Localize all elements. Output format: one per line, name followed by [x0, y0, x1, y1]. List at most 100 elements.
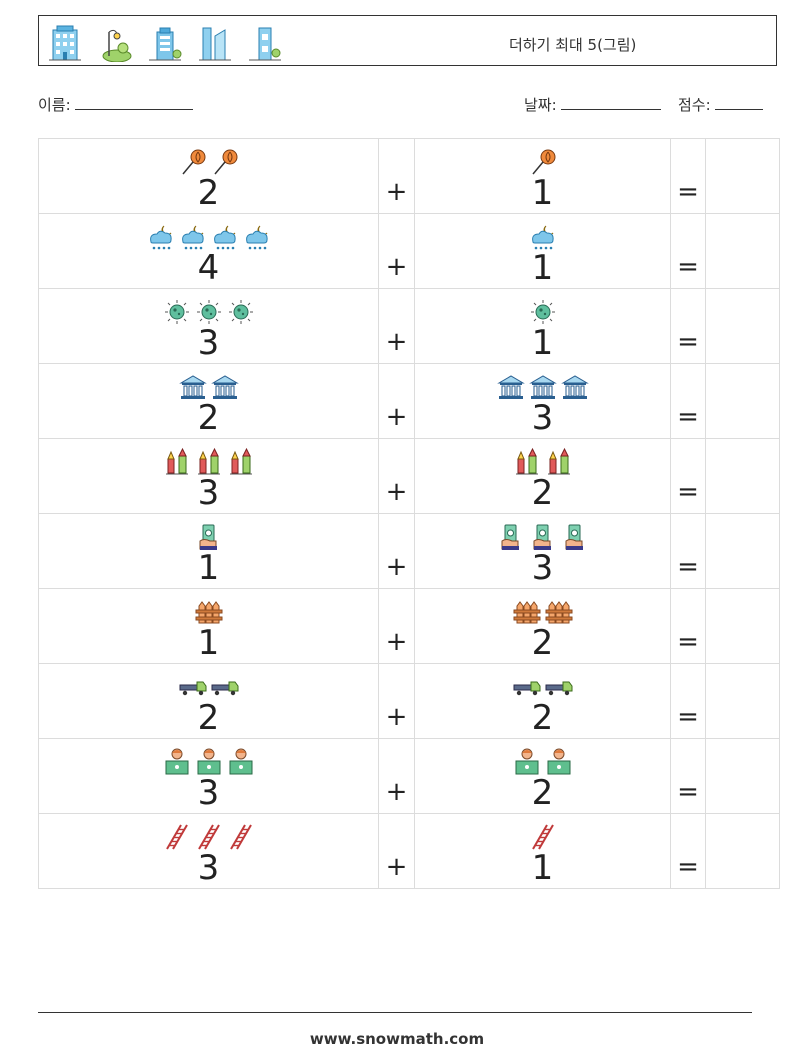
answer-cell[interactable] [705, 438, 780, 514]
truck-icon [179, 681, 206, 696]
addend-b-picture-group [415, 822, 670, 852]
answer-cell[interactable] [705, 588, 780, 664]
problem-row: 1 +2 = [38, 588, 780, 664]
name-field: 이름: [38, 94, 193, 115]
night-rain-cloud-icon [531, 225, 554, 250]
addend-a-number: 3 [197, 473, 220, 513]
answer-cell[interactable] [705, 138, 780, 214]
footer-divider [38, 1012, 752, 1013]
night-rain-cloud-icon [149, 225, 172, 250]
score-blank[interactable] [714, 95, 763, 110]
problem-row: 4 +1 = [38, 213, 780, 289]
plus-cell: + [378, 588, 415, 664]
name-blank[interactable] [74, 95, 193, 110]
equals-sign: = [677, 552, 699, 582]
plus-cell: + [378, 438, 415, 514]
addend-b-cell: 2 [414, 588, 671, 664]
addend-a-number: 3 [197, 848, 220, 888]
plus-cell: + [378, 213, 415, 289]
addend-b-number: 2 [531, 698, 554, 738]
addend-a-number: 1 [197, 623, 220, 663]
bank-icon [528, 375, 557, 399]
answer-cell[interactable] [705, 363, 780, 439]
addend-b-number: 3 [531, 398, 554, 438]
addend-b-number: 1 [531, 173, 554, 213]
addend-a-cell: 1 [38, 588, 379, 664]
addend-a-number: 3 [197, 323, 220, 363]
addend-b-cell: 2 [414, 663, 671, 739]
answer-cell[interactable] [705, 513, 780, 589]
addend-a-picture-group [39, 522, 378, 552]
addend-a-cell: 3 [38, 438, 379, 514]
equals-cell: = [670, 138, 706, 214]
addend-a-picture-group [39, 297, 378, 327]
equals-cell: = [670, 513, 706, 589]
addend-a-picture-group [39, 747, 378, 777]
answer-cell[interactable] [705, 663, 780, 739]
addend-b-picture-group [415, 222, 670, 252]
score-field: 점수: [678, 94, 763, 115]
equals-cell: = [670, 363, 706, 439]
plus-sign: + [385, 252, 408, 282]
virus-icon [530, 300, 555, 324]
date-blank[interactable] [560, 95, 661, 110]
city-building-icon [149, 27, 182, 61]
equals-sign: = [677, 252, 699, 282]
plus-sign: + [385, 327, 408, 357]
night-rain-cloud-icon [181, 225, 204, 250]
addend-a-cell: 4 [38, 213, 379, 289]
addend-a-picture-group [39, 447, 378, 477]
plus-sign: + [385, 402, 408, 432]
virus-icon [164, 300, 189, 324]
addend-a-cell: 3 [38, 813, 379, 889]
answer-cell[interactable] [705, 738, 780, 814]
laptop-user-icon [229, 748, 252, 775]
skyscrapers-icon [199, 27, 231, 61]
tower-tree-icon [249, 27, 281, 61]
equals-cell: = [670, 588, 706, 664]
addend-b-number: 3 [531, 548, 554, 588]
plus-cell: + [378, 138, 415, 214]
addend-a-number: 1 [197, 548, 220, 588]
answer-cell[interactable] [705, 288, 780, 364]
addend-b-picture-group [415, 522, 670, 552]
plus-sign: + [385, 852, 408, 882]
addend-b-number: 1 [531, 848, 554, 888]
worksheet-header: 더하기 최대 5(그림) [38, 15, 777, 66]
answer-cell[interactable] [705, 813, 780, 889]
equals-sign: = [677, 777, 699, 807]
equals-sign: = [677, 627, 699, 657]
night-rain-cloud-icon [245, 225, 268, 250]
header-icons [47, 22, 283, 62]
lollipop-icon [531, 149, 555, 175]
bank-icon [560, 375, 589, 399]
equals-cell: = [670, 438, 706, 514]
virus-icon [196, 300, 221, 324]
equals-sign: = [677, 702, 699, 732]
truck-icon [513, 681, 540, 696]
equals-sign: = [677, 852, 699, 882]
addend-b-cell: 2 [414, 738, 671, 814]
fence-icon [195, 601, 222, 624]
addend-a-number: 2 [197, 698, 220, 738]
plus-sign: + [385, 627, 408, 657]
laptop-user-icon [515, 748, 538, 775]
truck-icon [211, 681, 238, 696]
equals-sign: = [677, 177, 699, 207]
plus-cell: + [378, 288, 415, 364]
addend-a-picture-group [39, 822, 378, 852]
date-field: 날짜: [524, 94, 661, 115]
addend-b-cell: 1 [414, 288, 671, 364]
laptop-user-icon [547, 748, 570, 775]
hand-cash-icon [533, 524, 551, 550]
addend-b-picture-group [415, 672, 670, 702]
name-label: 이름: [38, 96, 71, 114]
answer-cell[interactable] [705, 213, 780, 289]
problem-row: 3 +1 = [38, 288, 780, 364]
problem-row: 3 +1 = [38, 813, 780, 889]
lollipop-icon [181, 149, 205, 175]
fireworks-icon [229, 447, 252, 475]
addend-b-cell: 1 [414, 813, 671, 889]
addend-b-picture-group [415, 747, 670, 777]
addend-b-cell: 1 [414, 213, 671, 289]
